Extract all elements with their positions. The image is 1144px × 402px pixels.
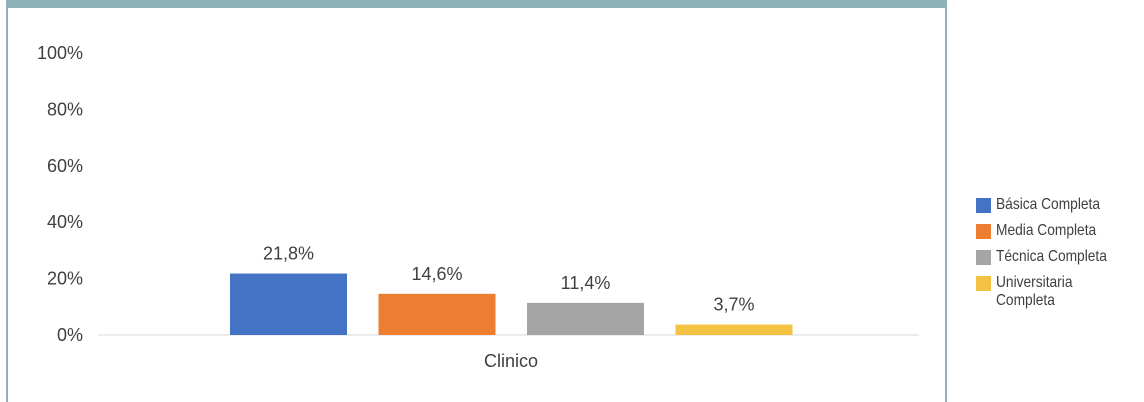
bars: [230, 273, 793, 335]
y-tick-label: 80%: [47, 99, 83, 119]
legend-label: Técnica Completa: [996, 248, 1107, 265]
data-label: 21,8%: [263, 244, 314, 264]
bar: [378, 293, 496, 335]
legend-label: Básica Completa: [996, 196, 1101, 213]
legend-label: Media Completa: [996, 222, 1097, 239]
bar-chart: 0% 20% 40% 60% 80% 100% 21,8% 14,6% 11,4% 3,7% C…: [37, 43, 919, 371]
bar: [230, 273, 347, 335]
y-tick-label: 100%: [37, 43, 83, 63]
legend-swatch: [976, 198, 991, 213]
y-tick-label: 60%: [47, 156, 83, 176]
y-tick-label: 0%: [57, 325, 83, 345]
legend: Básica Completa Media Completa Técnica Com…: [976, 196, 1144, 318]
data-label: 3,7%: [713, 295, 754, 315]
legend-item: Media Completa: [976, 222, 1144, 240]
legend-swatch: [976, 224, 991, 239]
data-label: 11,4%: [561, 273, 611, 293]
legend-item: Técnica Completa: [976, 248, 1144, 266]
category-label: Clinico: [484, 351, 538, 371]
legend-swatch: [976, 276, 991, 291]
y-tick-label: 20%: [47, 269, 83, 289]
legend-swatch: [976, 250, 991, 265]
y-axis-ticks: 0% 20% 40% 60% 80% 100%: [37, 43, 83, 345]
legend-label: Universitaria Completa: [996, 274, 1073, 309]
y-tick-label: 40%: [47, 212, 83, 232]
data-label: 14,6%: [411, 264, 462, 284]
legend-item: Universitaria Completa: [976, 274, 1144, 310]
data-labels: 21,8% 14,6% 11,4% 3,7%: [263, 244, 755, 315]
legend-item: Básica Completa: [976, 196, 1144, 214]
bar: [527, 302, 644, 335]
bar: [675, 324, 793, 335]
